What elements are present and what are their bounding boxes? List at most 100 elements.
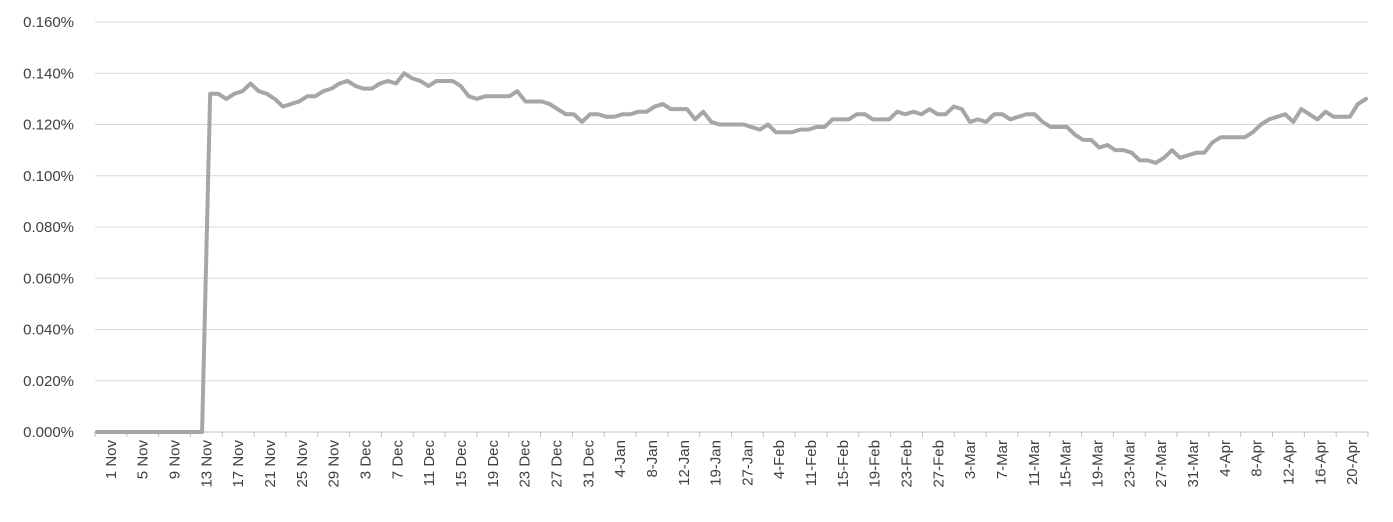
data-point xyxy=(735,124,737,125)
x-tick-label: 27-Mar xyxy=(1153,440,1170,488)
data-point xyxy=(621,113,623,115)
data-point xyxy=(654,106,656,108)
data-point xyxy=(856,113,858,115)
data-point xyxy=(832,118,834,120)
x-tick-label: 3-Mar xyxy=(962,440,979,479)
data-point xyxy=(322,90,324,92)
data-point xyxy=(217,93,219,95)
x-tick-label: 19-Mar xyxy=(1089,440,1106,488)
data-point xyxy=(1349,116,1351,118)
y-tick-label: 0.140% xyxy=(23,65,74,82)
data-point xyxy=(1082,139,1084,141)
data-point xyxy=(1034,113,1036,115)
data-point xyxy=(678,108,680,110)
data-point xyxy=(250,83,252,84)
data-point xyxy=(815,126,817,128)
data-point xyxy=(896,111,898,113)
data-point xyxy=(743,124,745,125)
x-tick-label: 15-Feb xyxy=(835,440,852,488)
x-tick-label: 16-Apr xyxy=(1312,440,1329,485)
data-point xyxy=(1131,152,1133,154)
data-point xyxy=(1211,141,1213,143)
x-tick-label: 4-Apr xyxy=(1217,440,1234,477)
data-point xyxy=(120,431,122,433)
x-tick-label: 4-Feb xyxy=(771,440,788,479)
data-point xyxy=(1155,162,1157,164)
data-point xyxy=(1236,136,1238,138)
data-point xyxy=(371,88,373,90)
data-point xyxy=(977,118,979,120)
data-point xyxy=(1308,113,1310,115)
data-point xyxy=(1026,113,1028,115)
x-tick-label: 31 Dec xyxy=(580,440,597,488)
data-point xyxy=(945,113,947,115)
data-point xyxy=(1009,118,1011,120)
y-tick-label: 0.060% xyxy=(23,270,74,287)
data-point xyxy=(791,131,793,133)
data-point xyxy=(468,95,470,97)
data-point xyxy=(840,118,842,120)
data-point xyxy=(266,93,268,95)
data-point xyxy=(1220,136,1222,138)
gridlines xyxy=(95,21,1368,382)
data-point xyxy=(605,116,607,118)
data-point xyxy=(516,90,518,92)
x-tick-label: 9 Nov xyxy=(167,440,184,480)
data-point xyxy=(1017,116,1019,118)
data-point xyxy=(638,111,640,113)
data-point xyxy=(161,431,163,433)
data-point xyxy=(1203,152,1205,154)
data-point xyxy=(435,80,437,82)
data-point xyxy=(460,85,462,87)
data-point xyxy=(128,431,130,433)
data-point xyxy=(403,72,405,74)
data-point xyxy=(330,88,332,90)
data-point xyxy=(347,80,349,82)
data-point xyxy=(500,95,502,97)
data-point xyxy=(1163,157,1165,159)
y-tick-label: 0.040% xyxy=(23,322,74,339)
data-point xyxy=(751,126,753,128)
data-point xyxy=(185,431,187,433)
x-axis-tick-marks xyxy=(94,432,1369,437)
data-point xyxy=(201,431,203,433)
data-point xyxy=(338,83,340,84)
data-point xyxy=(1292,121,1294,123)
data-point xyxy=(1187,154,1189,156)
data-point xyxy=(1284,113,1286,115)
data-point xyxy=(1325,111,1327,113)
data-point xyxy=(1268,118,1270,120)
data-point xyxy=(565,113,567,115)
x-tick-label: 8-Apr xyxy=(1249,440,1266,477)
data-point xyxy=(1050,126,1052,128)
data-point xyxy=(411,77,413,79)
data-point xyxy=(1090,139,1092,141)
data-point xyxy=(484,95,486,97)
y-tick-label: 0.100% xyxy=(23,168,74,185)
data-point xyxy=(524,100,526,102)
data-point xyxy=(549,103,551,105)
data-point xyxy=(1171,149,1173,151)
data-point xyxy=(532,100,534,102)
data-point xyxy=(541,100,543,102)
data-point xyxy=(258,90,260,92)
y-tick-label: 0.000% xyxy=(23,424,74,441)
data-point xyxy=(1098,147,1100,149)
x-tick-label: 27 Dec xyxy=(548,440,565,488)
data-point xyxy=(1179,157,1181,159)
x-tick-label: 23 Dec xyxy=(517,440,534,488)
y-tick-label: 0.120% xyxy=(23,117,74,134)
data-point xyxy=(912,111,914,113)
y-tick-label: 0.080% xyxy=(23,219,74,236)
x-tick-label: 19-Jan xyxy=(708,440,725,486)
data-point xyxy=(783,131,785,133)
x-tick-label: 8-Jan xyxy=(644,440,661,478)
data-point xyxy=(241,90,243,92)
data-point xyxy=(1001,113,1003,115)
x-tick-label: 27-Feb xyxy=(930,440,947,488)
data-point xyxy=(1058,126,1060,128)
data-point xyxy=(823,126,825,128)
data-point xyxy=(759,129,761,131)
data-point xyxy=(395,83,397,84)
data-point xyxy=(444,80,446,82)
